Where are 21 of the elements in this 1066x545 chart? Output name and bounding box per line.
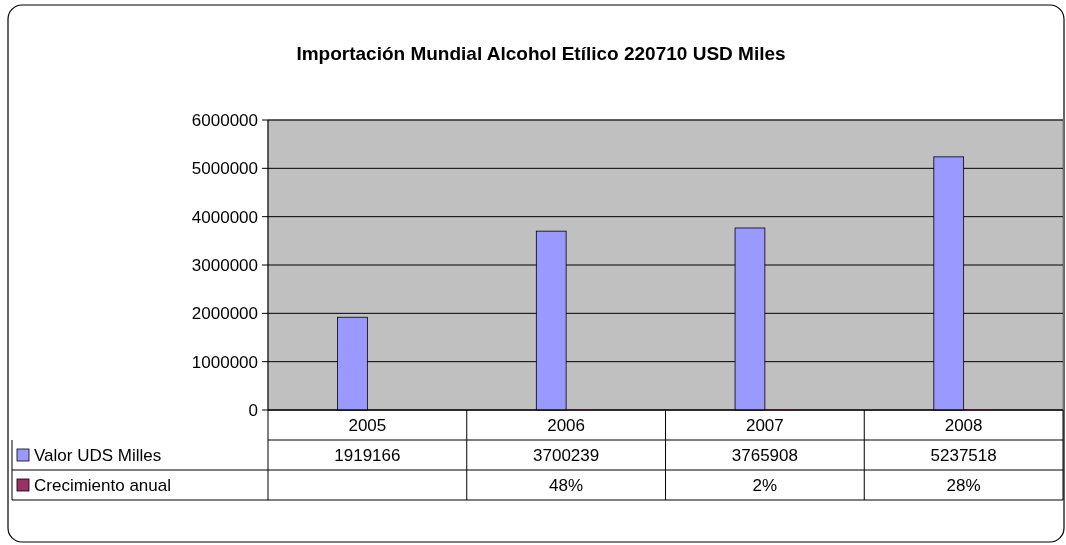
y-tick-label: 2000000 xyxy=(191,304,258,324)
data-label: 3700239 xyxy=(533,445,600,465)
x-tick-label: 2008 xyxy=(944,415,983,435)
data-label: 1919166 xyxy=(334,445,401,465)
data-label: 2% xyxy=(752,475,778,495)
data-label: 5237518 xyxy=(930,445,997,465)
legend-label: Crecimiento anual xyxy=(34,475,172,495)
y-tick-label: 1000000 xyxy=(191,352,258,372)
data-label: 3765908 xyxy=(731,445,798,465)
data-label: 28% xyxy=(946,475,981,495)
data-label: 48% xyxy=(549,475,584,495)
x-tick-label: 2007 xyxy=(745,415,784,435)
y-tick-label: 3000000 xyxy=(191,255,258,275)
legend-label: Valor UDS Milles xyxy=(34,445,162,465)
x-tick-label: 2006 xyxy=(547,415,586,435)
x-tick-label: 2005 xyxy=(348,415,387,435)
chart-title: Importación Mundial Alcohol Etílico 220710 USD Miles xyxy=(296,43,786,64)
y-tick-label: 0 xyxy=(248,400,258,420)
y-tick-label: 4000000 xyxy=(191,207,258,227)
y-tick-label: 6000000 xyxy=(191,110,258,130)
y-tick-label: 5000000 xyxy=(191,159,258,179)
